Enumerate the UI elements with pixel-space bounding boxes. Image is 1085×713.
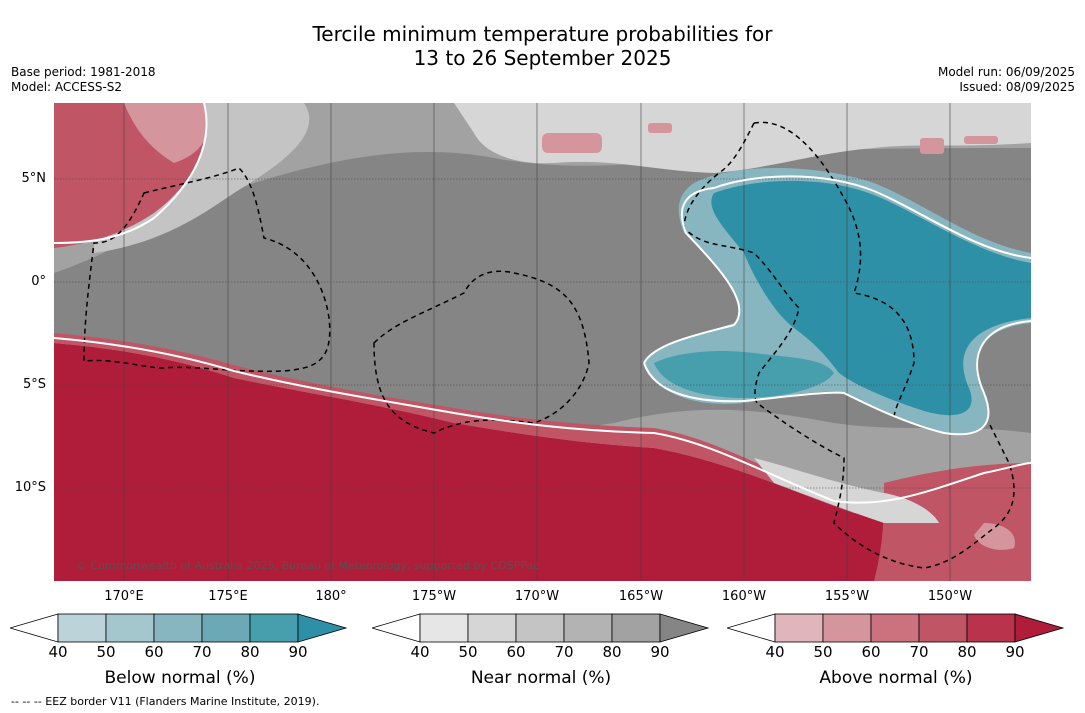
near-normal-50-south (754, 458, 939, 523)
colorbar-segment (105, 613, 155, 643)
issued-date: Issued: 08/09/2025 (959, 80, 1075, 94)
below-normal-90 (711, 180, 1031, 416)
above-normal-patch-1 (542, 133, 602, 153)
chart-title: Tercile minimum temperature probabilitie… (0, 22, 1085, 70)
white-contours (54, 103, 1031, 504)
colorbar-tick-label: 80 (240, 643, 260, 661)
colorbar-near-normal (372, 613, 710, 643)
title-line-2: 13 to 26 September 2025 (413, 46, 672, 70)
colorbar-segment (201, 613, 251, 643)
colorbar-segment (774, 613, 824, 643)
colorbar-tick-label: 50 (458, 643, 478, 661)
lon-label-155w: 155°W (824, 589, 870, 604)
lon-label-165w: 165°W (618, 589, 664, 604)
colorbar-tick-label: 90 (288, 643, 308, 661)
colorbar-tick-label: 40 (410, 643, 430, 661)
lat-label-5s: 5°S (22, 377, 46, 392)
colorbar-below-normal (10, 613, 348, 643)
colorbar-tick-label: 50 (813, 643, 833, 661)
model-run: Model run: 06/09/2025 (937, 65, 1075, 79)
colorbar-segment (467, 613, 517, 643)
lat-label-5n: 5°N (21, 171, 47, 186)
legend-above-normal: Above normal (%) (819, 668, 973, 688)
colorbar-segment (249, 613, 299, 643)
colorbar-segment (153, 613, 203, 643)
footer-note: -- -- -- EEZ border V11 (Flanders Marine… (11, 695, 320, 708)
lon-label-170e: 170°E (104, 589, 144, 604)
colorbar-extend-high (1014, 613, 1065, 643)
colorbar-segment (419, 613, 469, 643)
colorbar-tick-label: 80 (602, 643, 622, 661)
colorbar-tick-label: 90 (1005, 643, 1025, 661)
colorbar-tick-label: 50 (96, 643, 116, 661)
lon-label-175e: 175°E (208, 589, 248, 604)
copyright-text: © Commonwealth of Australia 2025, Bureau… (76, 559, 539, 572)
colorbar-tick-label: 60 (506, 643, 526, 661)
colorbar-extend-low (372, 613, 421, 643)
colorbar-segment (515, 613, 565, 643)
above-normal-southeast-light (974, 523, 1015, 550)
lon-label-160w: 160°W (721, 589, 767, 604)
lon-label-170w: 170°W (514, 589, 560, 604)
above-normal-patch-2 (648, 123, 672, 133)
model-name: Model: ACCESS-S2 (11, 80, 123, 94)
colorbar-extend-high (297, 613, 348, 643)
base-period: Base period: 1981-2018 (11, 65, 156, 79)
colorbar-segment (563, 613, 613, 643)
legend-near-normal: Near normal (%) (470, 668, 612, 688)
above-normal-patch-3 (920, 138, 944, 154)
lon-label-150w: 150°W (927, 589, 973, 604)
legend-below-normal: Below normal (%) (104, 668, 256, 688)
colorbar-tick-label: 80 (957, 643, 977, 661)
lon-label-175w: 175°W (411, 589, 457, 604)
colorbar-segment (822, 613, 872, 643)
meta-right: Model run: 06/09/2025 Issued: 08/09/2025 (938, 65, 1075, 95)
title-line-1: Tercile minimum temperature probabilitie… (312, 22, 773, 46)
above-normal-northwest-light (124, 103, 208, 163)
colorbar-tick-label: 60 (144, 643, 164, 661)
colorbar-segment (870, 613, 920, 643)
above-normal-south-edge (54, 333, 854, 513)
colorbar-tick-label: 40 (48, 643, 68, 661)
colorbar-segment (57, 613, 107, 643)
colorbar-tick-label: 40 (765, 643, 785, 661)
colorbar-segment (611, 613, 661, 643)
colorbar-segment (966, 613, 1016, 643)
meta-left: Base period: 1981-2018 Model: ACCESS-S2 (11, 65, 156, 95)
probability-map: © Commonwealth of Australia 2025, Bureau… (54, 103, 1031, 581)
colorbar-tick-label: 90 (650, 643, 670, 661)
grid-lines (54, 178, 1031, 489)
eez-borders (83, 121, 1015, 569)
above-normal-south (54, 343, 1031, 581)
lat-label-10s: 10°S (14, 480, 46, 495)
lat-label-0: 0° (31, 274, 46, 289)
colorbar-extend-low (10, 613, 59, 643)
above-normal-southeast (874, 463, 1031, 581)
colorbar-tick-label: 70 (909, 643, 929, 661)
colorbar-above-normal (727, 613, 1065, 643)
near-normal-60-top (454, 103, 1031, 173)
above-normal-patch-4 (964, 136, 998, 144)
colorbar-extend-high (659, 613, 710, 643)
lon-label-180: 180° (315, 589, 347, 604)
colorbar-tick-label: 70 (554, 643, 574, 661)
colorbar-extend-low (727, 613, 776, 643)
colorbar-segment (918, 613, 968, 643)
meridian-lines (123, 103, 951, 581)
colorbar-tick-label: 70 (192, 643, 212, 661)
colorbar-tick-label: 60 (861, 643, 881, 661)
